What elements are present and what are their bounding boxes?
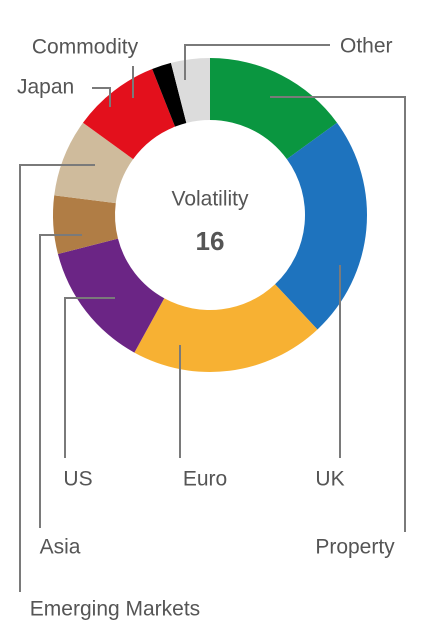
donut-segment (57, 238, 165, 353)
leader-line (92, 87, 111, 107)
leader-line (270, 96, 406, 532)
donut-segment (275, 122, 368, 330)
leader-line (19, 164, 95, 592)
segment-label: Other (340, 35, 393, 58)
donut-segment (152, 62, 187, 127)
leader-line (64, 297, 115, 458)
donut-segment (53, 195, 118, 255)
segment-label: Euro (183, 468, 227, 491)
donut-segment (210, 58, 338, 160)
segment-label: Commodity (32, 36, 139, 59)
segment-label: US (63, 468, 92, 491)
segment-label: Emerging Markets (30, 598, 200, 621)
center-value: 16 (196, 226, 225, 256)
segment-label: Asia (40, 536, 81, 559)
segment-label: Japan (17, 76, 74, 99)
segment-label: Property (315, 536, 395, 559)
segment-label: UK (315, 468, 344, 491)
leader-line (184, 44, 330, 80)
donut-segment (82, 69, 176, 160)
center-label: Volatility (171, 188, 249, 211)
donut-segment (170, 58, 210, 123)
leader-line (39, 234, 82, 528)
donut-segment (54, 122, 134, 204)
